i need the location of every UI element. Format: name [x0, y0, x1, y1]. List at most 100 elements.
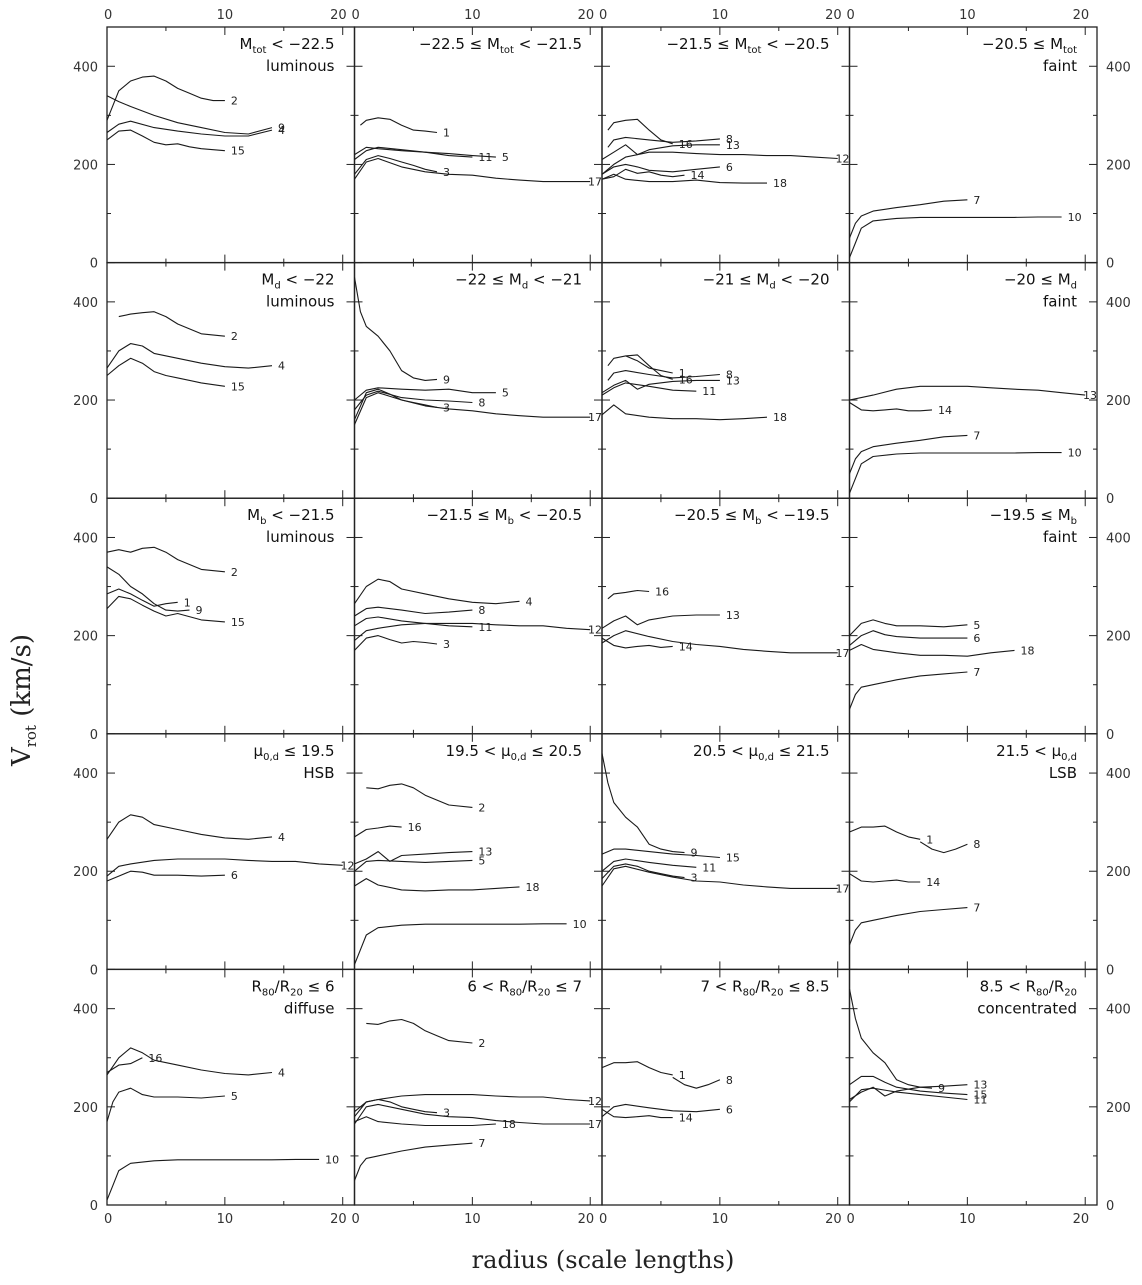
y-tick-label: 400: [73, 296, 98, 311]
y-tick-label: 200: [73, 158, 98, 173]
curve-16: [607, 118, 673, 145]
curve-label: 8: [726, 133, 733, 146]
curve-17: [354, 157, 591, 183]
curve-5: [354, 146, 496, 158]
curve-7: [848, 671, 968, 710]
curve-label: 14: [938, 404, 952, 417]
curve-label: 2: [231, 95, 238, 108]
curve-label: 7: [973, 429, 980, 442]
curve-2: [366, 783, 473, 808]
y-tick-label: 0: [90, 1199, 98, 1214]
curve-label: 10: [1068, 447, 1082, 460]
curve-15: [106, 595, 225, 623]
curve-1: [106, 588, 178, 607]
curve-18: [601, 173, 767, 184]
curve-2: [366, 1018, 473, 1044]
y-tick-label: 400: [1106, 296, 1131, 311]
x-tick-label: 10: [217, 1212, 234, 1227]
curve-label: 11: [478, 621, 492, 634]
curve-4: [106, 120, 273, 137]
panel-note: luminous: [266, 57, 335, 75]
y-tick-label: 400: [73, 531, 98, 546]
curve-label: 11: [973, 1093, 987, 1106]
curve-label: 10: [573, 918, 587, 931]
x-tick-label: 10: [959, 1212, 976, 1227]
curve-label: 8: [726, 1074, 733, 1087]
curve-label: 14: [679, 1112, 693, 1125]
curve-label: 1: [443, 127, 450, 140]
curve-6: [601, 1103, 720, 1118]
curve-label: 15: [231, 145, 245, 158]
curve-3: [601, 863, 685, 879]
panel-note: concentrated: [977, 999, 1077, 1017]
panel-0-2: −21.5 ≤ Mtot < −20.5 16 813 12 6 14 18: [601, 26, 851, 264]
y-tick-label: 200: [73, 865, 98, 880]
panel-title: −20 ≤ Md: [1004, 271, 1077, 292]
curve-1: [601, 1061, 673, 1076]
curve-5: [354, 859, 473, 872]
curve-3: [354, 155, 438, 175]
curve-10: [106, 1158, 320, 1201]
curve-14: [601, 1108, 673, 1119]
curve-17: [601, 630, 838, 654]
panel-title: Mb < −21.5: [247, 506, 334, 527]
curve-label: 16: [655, 585, 669, 598]
curve-label: 5: [478, 854, 485, 867]
x-tick-label: 10: [712, 1212, 729, 1227]
y-tick-label: 0: [1106, 1199, 1114, 1214]
curve-2: [106, 75, 225, 121]
panel-title: −21 ≤ Md < −20: [703, 271, 830, 292]
curve-label: 17: [836, 882, 850, 895]
curve-label: 13: [726, 139, 740, 152]
panel-title: −20.5 ≤ Mb < −19.5: [674, 506, 829, 527]
curve-5: [354, 387, 496, 401]
y-tick-label: 400: [73, 767, 98, 782]
y-tick-label: 200: [1106, 394, 1131, 409]
curve-label: 12: [588, 1095, 602, 1108]
panel-note: diffuse: [284, 999, 335, 1017]
curve-5: [849, 619, 968, 636]
curve-label: 3: [443, 638, 450, 651]
y-tick-label: 400: [1106, 531, 1131, 546]
y-tick-label: 0: [90, 963, 98, 978]
panel-4-1: 6 < R80/R20 ≤ 7 2 12 3 18 17 7: [353, 968, 603, 1206]
curve-label: 11: [702, 861, 716, 874]
curve-label: 7: [973, 666, 980, 679]
curve-18: [849, 643, 1015, 657]
curve-5: [106, 1087, 225, 1122]
curve-9: [848, 988, 933, 1089]
curve-label: 13: [973, 1079, 987, 1092]
curve-label: 14: [691, 169, 705, 182]
curve-3: [354, 635, 438, 651]
y-tick-label: 0: [1106, 963, 1114, 978]
curve-13: [601, 614, 720, 629]
curve-label: 5: [231, 1090, 238, 1103]
x-tick-label: 20: [1073, 1212, 1090, 1227]
curve-3: [353, 388, 438, 420]
panel-title: R80/R20 ≤ 6: [251, 977, 334, 998]
panel-note: faint: [1043, 57, 1077, 75]
y-tick-label: 400: [73, 60, 98, 75]
curve-17: [601, 865, 838, 889]
curve-2: [106, 546, 225, 573]
x-tick-label: 20: [578, 1212, 595, 1227]
x-tick-label: 20: [330, 8, 347, 23]
x-tick-label: 0: [599, 8, 607, 23]
curve-13: [849, 1084, 968, 1100]
curve-label: 4: [278, 360, 285, 373]
panel-3-2: 20.5 < μ0,d ≤ 21.5 9 15 11 3 17: [601, 733, 851, 971]
panel-title: −21.5 ≤ Mb < −20.5: [427, 506, 582, 527]
curve-label: 9: [938, 1082, 945, 1095]
y-tick-label: 0: [1106, 492, 1114, 507]
panel-frame: [848, 968, 1098, 1206]
x-tick-label: 0: [104, 1212, 112, 1227]
curve-label: 7: [478, 1137, 485, 1150]
curve-4: [354, 578, 520, 605]
curve-label: 3: [691, 872, 698, 885]
curve-8: [919, 841, 968, 854]
curve-15: [106, 357, 225, 387]
x-tick-label: 0: [847, 1212, 855, 1227]
